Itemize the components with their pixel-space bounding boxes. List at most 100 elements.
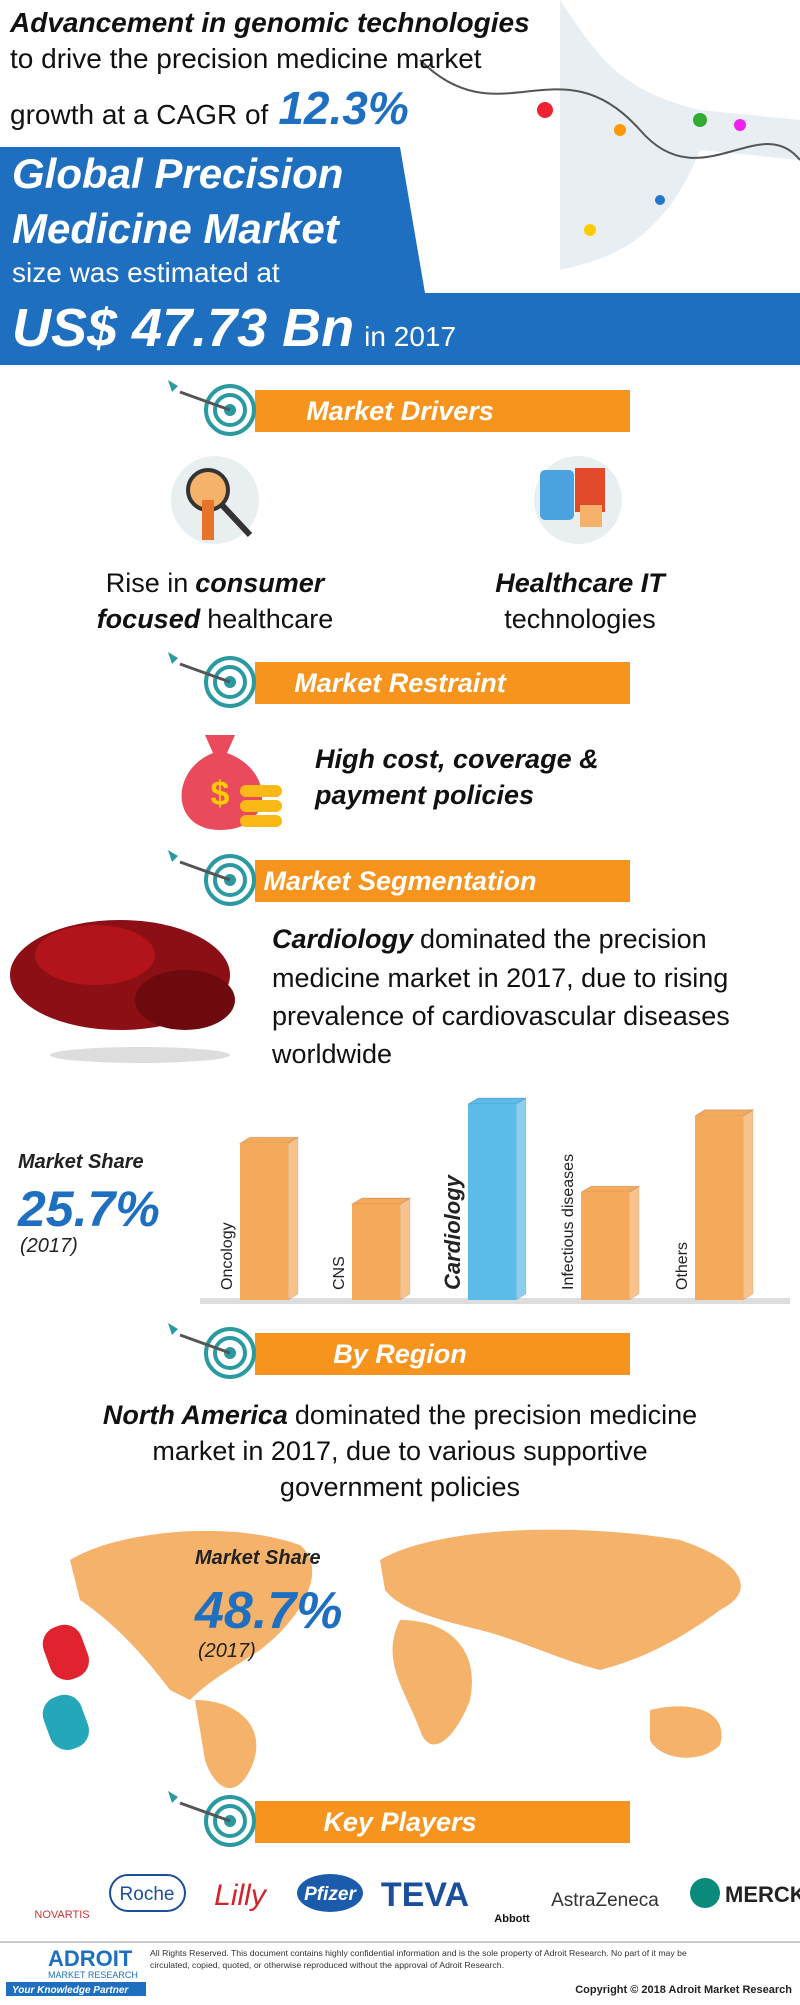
bar <box>352 1203 400 1300</box>
restraint-line: High cost, coverage & <box>315 744 599 774</box>
region-line: market in 2017, due to various supportiv… <box>152 1436 647 1466</box>
cagr-value: 12.3% <box>278 82 408 134</box>
segmentation-line: worldwide <box>271 1039 392 1069</box>
svg-text:$: $ <box>211 775 230 813</box>
title-panel <box>0 147 425 293</box>
bar-top <box>238 1136 300 1144</box>
banner <box>255 1801 630 1843</box>
driver-text: healthcare <box>207 604 333 634</box>
bar-top <box>350 1197 412 1205</box>
banner <box>255 662 630 704</box>
bar <box>468 1104 516 1300</box>
driver-text: Rise in <box>106 568 189 598</box>
heart-image <box>10 920 235 1063</box>
tagline-bg <box>6 1982 146 1996</box>
driver-emph: consumer <box>195 568 326 598</box>
logo: NOVARTIS <box>34 1909 89 1921</box>
share-year: (2017) <box>198 1640 256 1662</box>
driver-1b: focused healthcare <box>97 604 334 634</box>
brand: ADROIT <box>48 1946 133 1971</box>
rights: circulated, copied, quoted, or otherwise… <box>150 1960 504 1970</box>
title-line2: Medicine Market <box>12 205 341 252</box>
banner <box>255 390 630 432</box>
segmentation-line: Cardiology dominated the precision <box>272 924 707 954</box>
bar-side <box>742 1108 754 1301</box>
icon-health-it <box>534 456 622 544</box>
driver-1: Rise in consumer <box>106 568 326 598</box>
logo-mark <box>690 1878 720 1908</box>
subtitle: size was estimated at <box>12 257 280 288</box>
brand-sub: MARKET RESEARCH <box>48 1970 138 1980</box>
driver-2: Healthcare IT <box>495 568 667 598</box>
share-label: Market Share <box>195 1547 321 1569</box>
size-value: US$ 47.73 Bn <box>12 298 354 358</box>
segmentation-line: medicine market in 2017, due to rising <box>272 963 728 993</box>
bar-chart: Oncology CNS Cardiology Infectious diseases… <box>219 1097 755 1301</box>
bar-side <box>515 1097 527 1301</box>
copyright: Copyright © 2018 Adroit Market Research <box>575 1984 792 1996</box>
bar-top <box>693 1109 755 1117</box>
icon-money: $ <box>181 735 282 830</box>
banner <box>255 1333 630 1375</box>
share-label: Market Share <box>18 1151 144 1173</box>
bar <box>695 1115 743 1300</box>
logo: MERCK <box>725 1882 800 1907</box>
banner-title: Market Segmentation <box>263 866 536 896</box>
title-band <box>0 293 800 365</box>
logo: AstraZeneca <box>551 1890 659 1911</box>
header-art <box>419 0 800 270</box>
restraint-line: payment policies <box>314 780 534 810</box>
banner-title: Market Restraint <box>294 668 507 698</box>
banner-title: Market Drivers <box>306 396 494 426</box>
bar-side <box>399 1197 411 1301</box>
logo-frame <box>109 1874 186 1912</box>
bar-label: Oncology <box>219 1222 236 1290</box>
bar-label: CNS <box>331 1256 348 1290</box>
header-line2: to drive the precision medicine market <box>10 43 482 74</box>
driver-emph: focused <box>97 604 201 634</box>
capsule <box>42 1624 89 1750</box>
banner-title: Key Players <box>323 1807 476 1837</box>
bar-label: Infectious diseases <box>560 1154 577 1290</box>
header-line3: growth at a CAGR of 12.3% <box>10 82 409 134</box>
logo: Roche <box>120 1884 175 1905</box>
region-line: North America dominated the precision med… <box>103 1400 697 1430</box>
cagr-label: growth at a CAGR of <box>10 99 269 130</box>
chart-floor <box>200 1298 790 1304</box>
title-line1: Global Precision <box>12 150 343 197</box>
bar-label: Cardiology <box>440 1173 465 1290</box>
banner <box>255 860 630 902</box>
bar-label: Others <box>674 1242 691 1290</box>
region-text: dominated the precision medicine <box>295 1400 697 1430</box>
driver-2b: technologies <box>504 604 656 634</box>
share-value: 25.7% <box>17 1181 160 1237</box>
bar <box>581 1192 629 1300</box>
logo: Lilly <box>214 1879 268 1912</box>
bar-side <box>628 1185 640 1301</box>
bar-top <box>579 1185 641 1193</box>
bar-top <box>466 1097 528 1105</box>
market-size: US$ 47.73 Bn in 2017 <box>12 298 456 358</box>
logo: TEVA <box>381 1876 469 1914</box>
segment-emph: Cardiology <box>272 924 415 954</box>
logo: Abbott <box>494 1913 530 1925</box>
segment-text: dominated the precision <box>420 924 707 954</box>
header-line1: Advancement in genomic technologies <box>9 7 530 38</box>
share-year: (2017) <box>20 1235 78 1257</box>
bar-side <box>287 1136 299 1301</box>
region-line: government policies <box>280 1472 520 1502</box>
logo: Pfizer <box>304 1884 357 1905</box>
segmentation-line: prevalence of cardiovascular diseases <box>272 1001 730 1031</box>
rights: All Rights Reserved. This document conta… <box>150 1948 687 1958</box>
tagline: Your Knowledge Partner <box>12 1985 129 1996</box>
share-value: 48.7% <box>194 1582 342 1640</box>
bar <box>240 1143 288 1300</box>
banner-title: By Region <box>333 1339 467 1369</box>
icon-consumer <box>171 456 259 544</box>
region-emph: North America <box>103 1400 288 1430</box>
size-year: in 2017 <box>364 321 456 352</box>
world-map <box>70 1529 741 1789</box>
logo-frame <box>297 1874 363 1912</box>
